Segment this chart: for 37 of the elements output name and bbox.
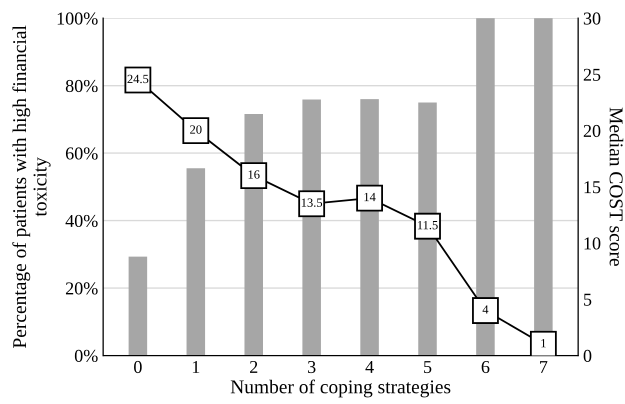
y-tick-label: 60% bbox=[66, 147, 98, 160]
y2-tick-label: 5 bbox=[584, 294, 592, 306]
data-label: 16 bbox=[248, 170, 260, 179]
x-tick-label: 4 bbox=[365, 361, 374, 373]
y2-tick-label: 25 bbox=[584, 68, 600, 81]
data-label: 4 bbox=[482, 305, 488, 314]
y2-tick-label: 20 bbox=[584, 124, 600, 138]
y-tick-label: 80% bbox=[66, 80, 98, 92]
x-tick-label: 5 bbox=[424, 361, 432, 374]
y2-tick-label: 0 bbox=[584, 350, 592, 362]
x-axis-title: Number of coping strategies bbox=[230, 380, 450, 398]
y-tick-label: 40% bbox=[66, 214, 98, 228]
point bbox=[472, 297, 499, 324]
data-label: 11.5 bbox=[418, 220, 438, 230]
y2-tick-label: 15 bbox=[584, 181, 600, 194]
data-label: 20 bbox=[190, 125, 202, 134]
y2-axis-title: Median COST score bbox=[610, 108, 624, 266]
data-label: 24.5 bbox=[127, 74, 148, 84]
data-label: 14 bbox=[364, 192, 376, 202]
data-label: 1 bbox=[541, 339, 546, 348]
x-tick-label: 0 bbox=[134, 360, 142, 374]
x-tick-label: 6 bbox=[482, 360, 490, 374]
x-tick-label: 3 bbox=[308, 360, 316, 374]
x-tick-label: 7 bbox=[540, 361, 548, 373]
y-axis-title: Percentage of patients with high financial toxicity bbox=[12, 26, 51, 348]
y-tick-label: 0% bbox=[74, 350, 98, 362]
x-tick-label: 1 bbox=[192, 360, 200, 373]
bar bbox=[128, 256, 148, 356]
bar bbox=[186, 168, 206, 356]
point bbox=[530, 330, 557, 356]
y-tick-label: 100% bbox=[58, 12, 98, 25]
y2-tick-label: 10 bbox=[584, 237, 600, 250]
y-tick-label: 20% bbox=[66, 282, 98, 295]
x-tick-label: 2 bbox=[250, 360, 258, 373]
bar bbox=[476, 18, 495, 356]
data-label: 13.5 bbox=[302, 198, 322, 207]
y2-tick-label: 30 bbox=[584, 12, 600, 25]
